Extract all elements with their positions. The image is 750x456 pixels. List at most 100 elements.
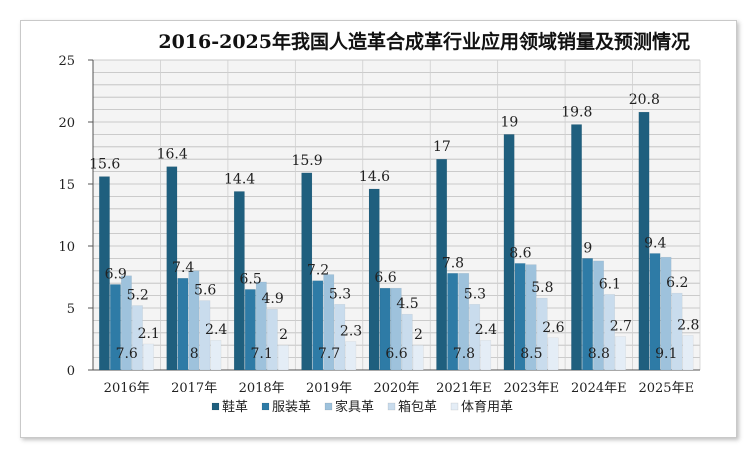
bar — [131, 305, 143, 371]
bar — [244, 289, 256, 371]
data-label: 8.8 — [588, 346, 610, 362]
bar — [334, 304, 346, 371]
bar — [649, 253, 661, 371]
data-label: 15.6 — [89, 157, 120, 173]
data-label: 8.6 — [509, 245, 531, 261]
bar — [458, 273, 470, 371]
x-tick-label: 2020年 — [373, 381, 419, 396]
legend-item-label: 体育用革 — [461, 399, 513, 415]
data-label: 7.6 — [116, 346, 138, 362]
bar — [166, 166, 178, 371]
bar — [255, 281, 267, 371]
legend-item-label: 箱包革 — [398, 399, 437, 415]
data-label: 5.3 — [464, 286, 486, 302]
data-label: 2.3 — [340, 323, 362, 339]
data-labels: 15.6 16.4 14.4 15.9 14.6 17 19 19.8 20.8 6.9 7.4 6.… — [89, 92, 699, 362]
bar — [503, 134, 515, 371]
bar — [266, 308, 278, 371]
x-tick-label: 2018年 — [239, 381, 285, 396]
data-label: 14.6 — [359, 169, 390, 185]
data-label: 17 — [433, 139, 451, 155]
legend-item-label: 服装革 — [272, 400, 311, 415]
bar — [436, 158, 448, 371]
x-tick-label: 2021年E — [436, 381, 492, 396]
data-label: 2.8 — [677, 317, 699, 333]
y-tick-label: 0 — [67, 364, 75, 379]
y-tick-label: 5 — [67, 302, 75, 317]
legend-swatch — [450, 402, 459, 411]
bar — [390, 287, 402, 371]
data-label: 19.8 — [561, 104, 592, 120]
data-label: 9 — [583, 240, 592, 256]
data-label: 6.6 — [385, 346, 407, 362]
legend-swatch — [261, 402, 270, 411]
legend-item-label: 鞋革 — [222, 399, 248, 415]
data-label: 7.2 — [307, 263, 329, 279]
bar — [638, 111, 650, 371]
data-label: 6.6 — [374, 270, 396, 286]
bar — [412, 344, 424, 371]
data-label: 19 — [500, 114, 518, 130]
data-label: 15.9 — [291, 153, 322, 169]
y-tick-label: 20 — [58, 116, 75, 131]
data-label: 5.8 — [531, 280, 553, 296]
y-tick-label: 25 — [58, 54, 75, 69]
bar — [188, 270, 200, 371]
bar — [199, 300, 211, 371]
x-tick-label: 2023年E — [504, 381, 560, 396]
data-label: 7.4 — [172, 260, 194, 276]
bar — [177, 277, 189, 371]
bar — [98, 176, 110, 371]
bar — [514, 263, 526, 371]
bars — [98, 111, 694, 371]
data-label: 9.1 — [655, 346, 677, 362]
bar — [682, 335, 694, 371]
data-label: 5.3 — [329, 286, 351, 302]
bar — [615, 336, 626, 371]
bar — [536, 297, 548, 371]
bar — [233, 191, 245, 371]
y-tick-label: 10 — [58, 240, 75, 255]
data-label: 7.8 — [453, 346, 475, 362]
bar — [379, 287, 391, 371]
bar — [401, 313, 413, 371]
data-label: 9.4 — [644, 235, 666, 251]
bar — [525, 264, 537, 371]
legend: 鞋革 服装革 家具革 箱包革 体育用革 — [211, 399, 513, 415]
data-label: 2.7 — [610, 319, 632, 335]
bar — [301, 172, 313, 371]
data-label: 14.4 — [224, 171, 255, 187]
data-label: 4.5 — [396, 296, 418, 312]
data-label: 5.2 — [127, 288, 149, 304]
bar — [120, 275, 132, 371]
data-label: 7.8 — [442, 255, 464, 271]
bar — [277, 344, 289, 371]
bar — [323, 274, 335, 371]
data-label: 8.5 — [520, 346, 542, 362]
legend-swatch — [324, 402, 333, 411]
x-tick-label: 2025年E — [638, 381, 694, 396]
bar — [312, 280, 324, 371]
data-label: 20.8 — [629, 92, 660, 108]
legend-swatch — [211, 402, 220, 411]
bar — [604, 294, 615, 371]
data-label: 6.5 — [239, 271, 261, 287]
data-label: 6.2 — [666, 275, 688, 291]
data-label: 7.7 — [318, 346, 340, 362]
bar — [142, 343, 154, 371]
x-tick-label: 2019年 — [306, 381, 352, 396]
data-label: 16.4 — [157, 147, 188, 163]
data-label: 2.4 — [205, 322, 227, 338]
x-tick-label: 2017年 — [171, 381, 217, 396]
bar — [571, 124, 582, 371]
y-tick-label: 15 — [58, 178, 75, 193]
bar — [660, 256, 672, 371]
bar — [345, 341, 357, 371]
bar — [547, 337, 559, 371]
bar — [447, 273, 459, 371]
data-label: 6.1 — [599, 276, 621, 292]
bar — [469, 304, 481, 371]
data-label: 2 — [414, 327, 423, 343]
data-label: 2.1 — [138, 326, 160, 342]
